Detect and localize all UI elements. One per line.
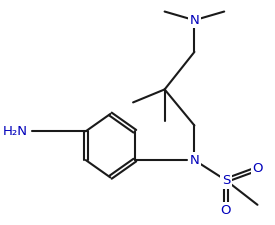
Text: O: O (221, 204, 231, 217)
Text: H₂N: H₂N (3, 125, 28, 138)
Text: S: S (222, 174, 230, 187)
Text: N: N (189, 14, 199, 27)
Text: N: N (189, 154, 199, 166)
Text: O: O (252, 162, 263, 175)
